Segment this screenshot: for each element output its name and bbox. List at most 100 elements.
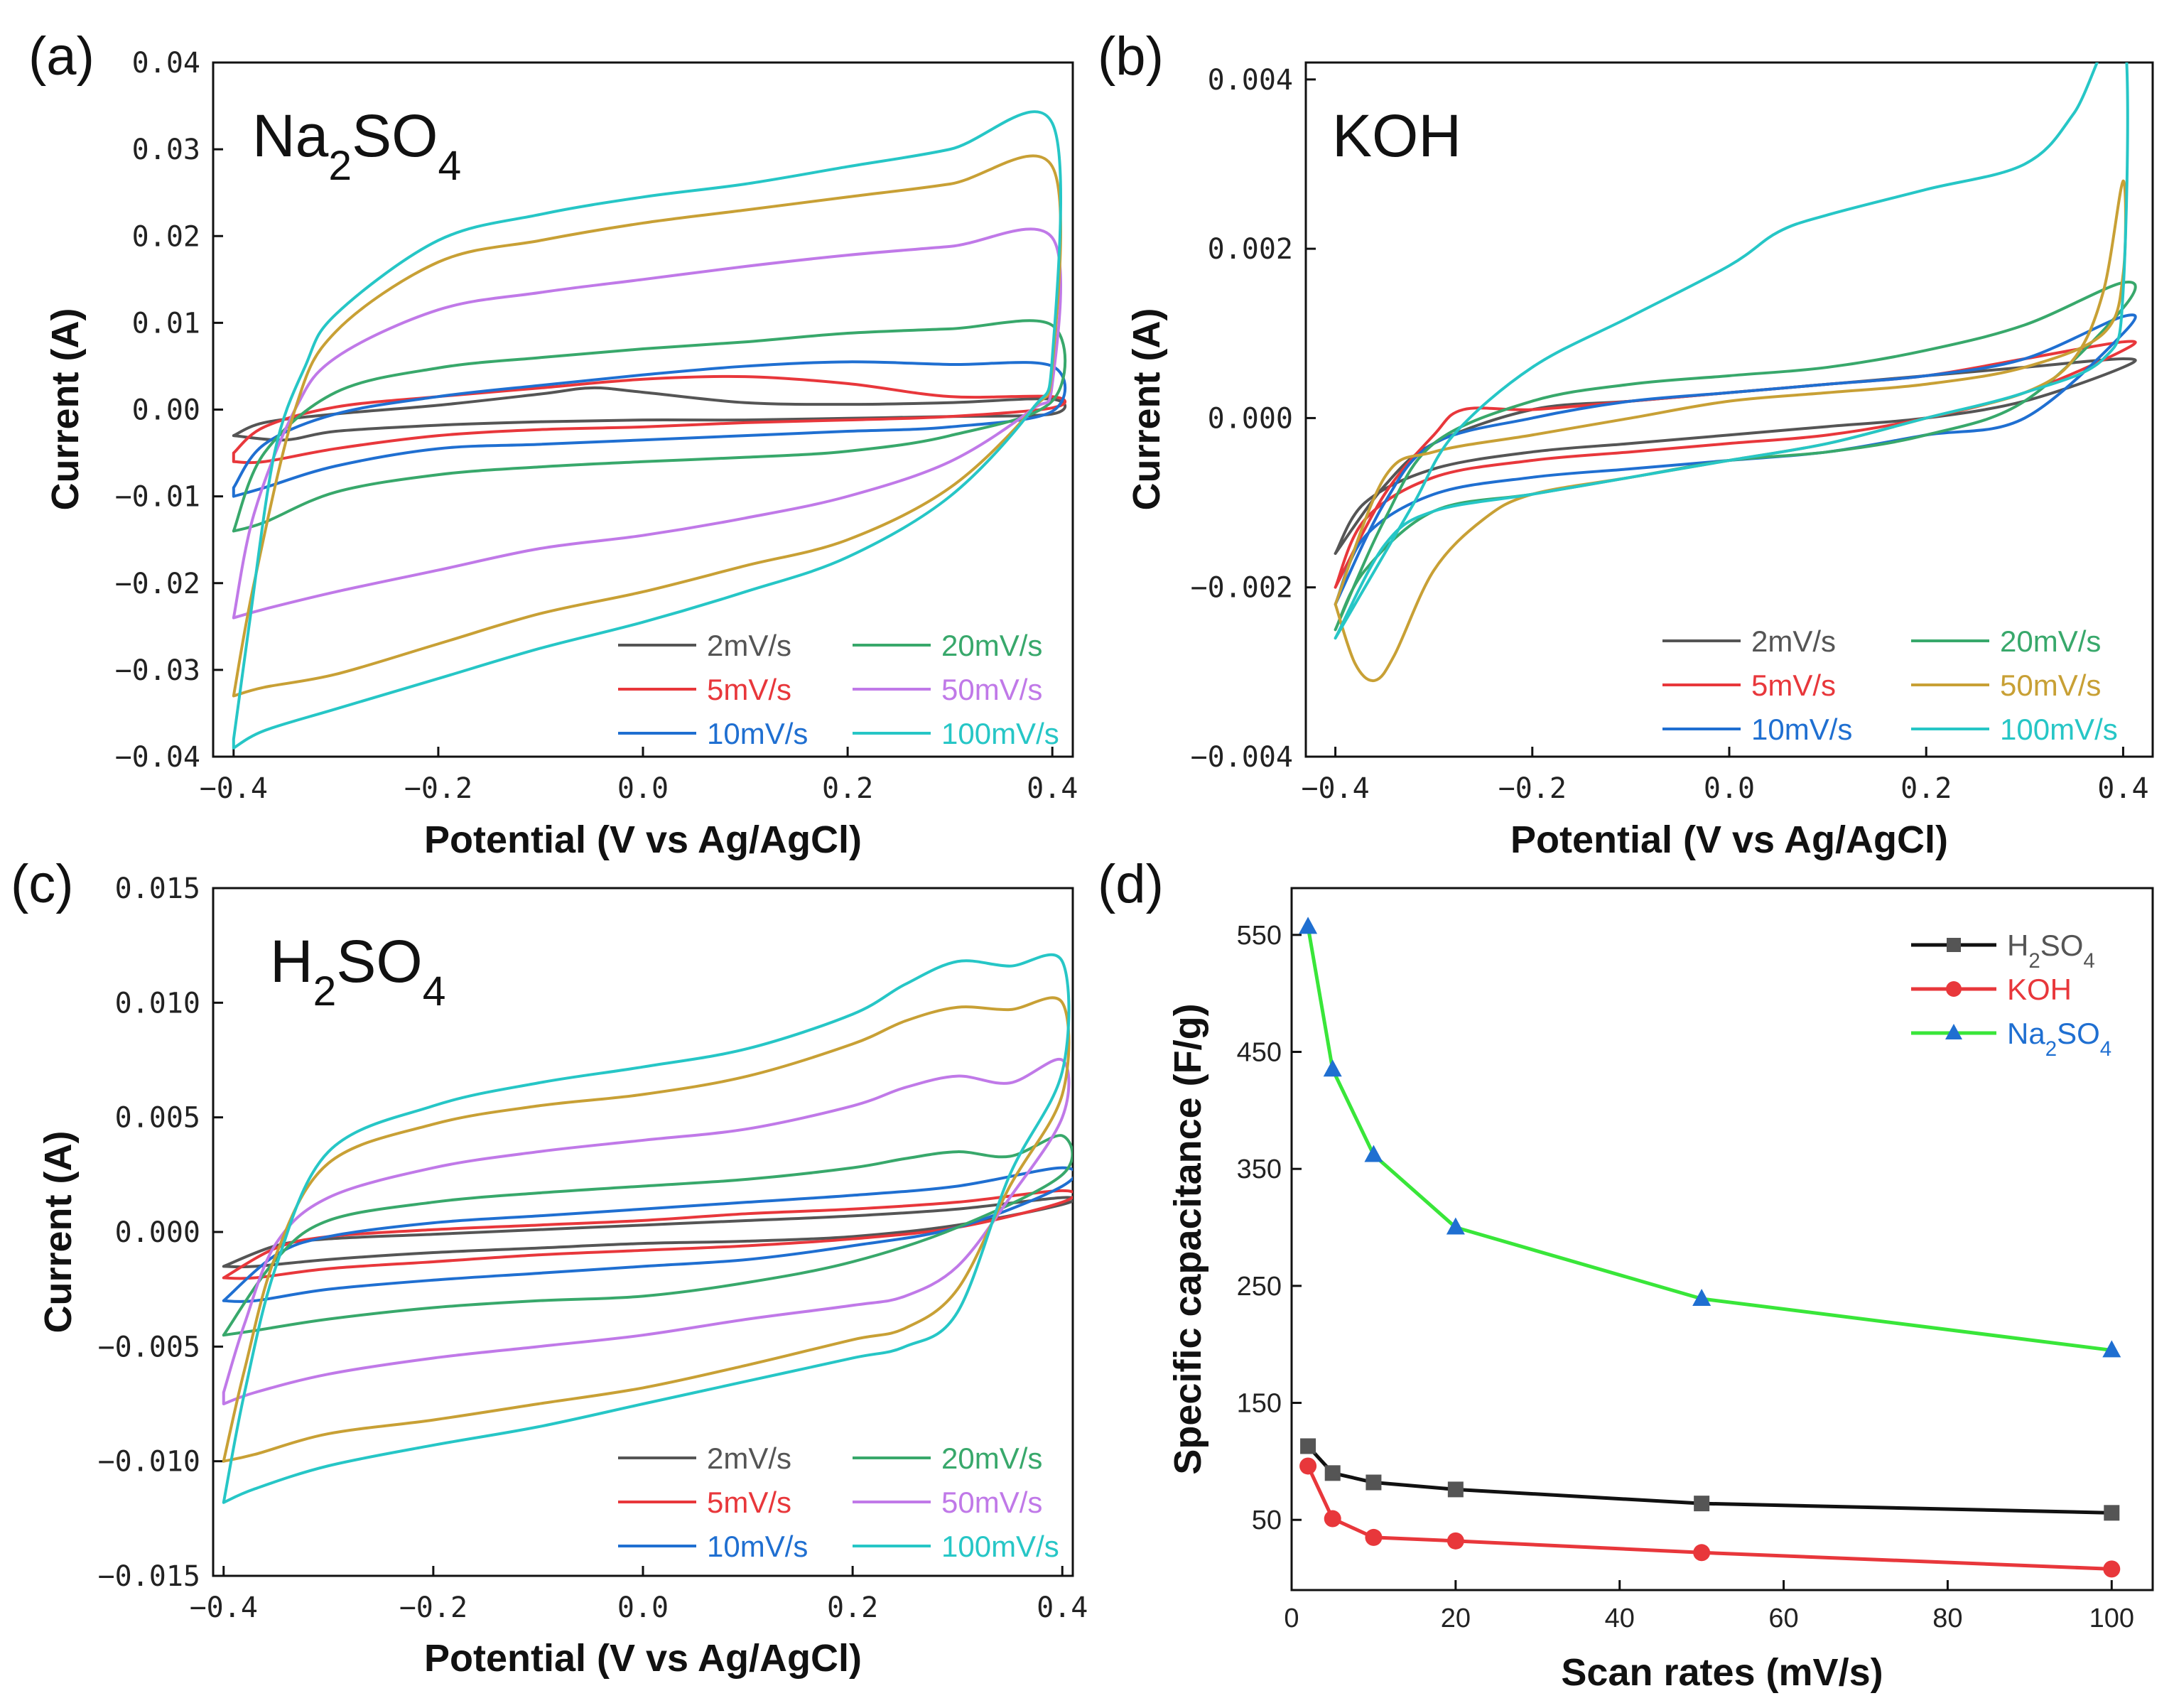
- cv-curve-100mv-s: [1334, 63, 2129, 640]
- legend-label-part: 4: [2100, 1037, 2111, 1061]
- legend-label: 2mV/s: [707, 629, 791, 662]
- panel-label-b: (b): [1098, 26, 1164, 87]
- legend-label: 50mV/s: [941, 1486, 1042, 1519]
- cv-curve-100mv-s: [232, 110, 1063, 750]
- cv-curve-10mv-s: [222, 1166, 1073, 1303]
- panel-label-d: (d): [1098, 854, 1164, 914]
- y-tick-label: 150: [1237, 1389, 1282, 1419]
- legend-label: 10mV/s: [707, 717, 808, 750]
- data-point-koh: [2103, 1560, 2121, 1578]
- data-point-h2so4: [1694, 1496, 1710, 1512]
- panel-title: Na2SO4: [252, 102, 461, 189]
- y-tick-label: 0.015: [115, 872, 200, 905]
- legend-label-part: H: [2007, 929, 2028, 962]
- x-axis-label: Scan rates (mV/s): [1561, 1651, 1883, 1694]
- legend-label-part: Na: [2007, 1017, 2045, 1050]
- legend-label: 100mV/s: [2000, 713, 2118, 746]
- data-point-na2so4: [1323, 1059, 1342, 1077]
- data-point-koh: [1324, 1510, 1341, 1528]
- x-tick-label: 60: [1768, 1604, 1798, 1633]
- y-tick-label: 0.002: [1208, 233, 1293, 266]
- cv-curve-5mv-s: [222, 1189, 1073, 1280]
- legend-label: 2mV/s: [1751, 625, 1836, 658]
- y-axis-label: Current (A): [1125, 308, 1168, 511]
- legend-label-part: KOH: [2007, 973, 2072, 1006]
- x-tick-label: 0.0: [617, 772, 669, 805]
- panel-title-part: H: [270, 928, 313, 995]
- y-axis-label: Current (A): [37, 1131, 80, 1334]
- y-tick-label: −0.04: [115, 741, 200, 774]
- panel-label-a: (a): [28, 26, 94, 87]
- panel-title-part: SO: [352, 102, 438, 169]
- legend-label-part: 2: [2028, 949, 2040, 973]
- panel-title-part: 2: [328, 143, 352, 189]
- legend-label-part: SO: [2057, 1017, 2100, 1050]
- cv-curve-50mv-s: [1334, 179, 2127, 683]
- data-point-na2so4: [1692, 1288, 1711, 1306]
- y-tick-label: 0.000: [115, 1216, 200, 1249]
- plot-frame: [1290, 887, 2154, 1591]
- x-tick-label: 40: [1605, 1604, 1635, 1633]
- legend-label: 50mV/s: [2000, 669, 2101, 702]
- y-tick-label: 350: [1237, 1155, 1282, 1184]
- legend-marker: [1947, 938, 1961, 952]
- cv-curve-10mv-s: [1334, 313, 2137, 606]
- y-tick-label: −0.005: [98, 1331, 201, 1363]
- data-point-na2so4: [2102, 1340, 2121, 1358]
- y-tick-label: −0.004: [1191, 741, 1294, 774]
- y-axis-label: Current (A): [44, 308, 87, 511]
- panel-title-part: 4: [423, 968, 446, 1015]
- data-point-na2so4: [1364, 1145, 1383, 1162]
- x-tick-label: 20: [1441, 1604, 1471, 1633]
- x-tick-label: 0.4: [1027, 772, 1078, 805]
- legend-label: 10mV/s: [1751, 713, 1852, 746]
- data-point-koh: [1299, 1457, 1317, 1475]
- cv-curve-5mv-s: [1334, 340, 2137, 589]
- cv-curve-50mv-s: [232, 227, 1062, 620]
- y-tick-label: 0.004: [1208, 64, 1293, 97]
- panel-title: KOH: [1332, 102, 1461, 169]
- x-tick-label: −0.2: [1498, 772, 1567, 805]
- y-tick-label: 0.010: [115, 987, 200, 1020]
- y-tick-label: −0.015: [98, 1560, 201, 1593]
- data-point-h2so4: [2104, 1505, 2120, 1521]
- panel-title: H2SO4: [270, 928, 445, 1015]
- x-tick-label: −0.4: [200, 772, 268, 805]
- legend-label-part: SO: [2040, 929, 2084, 962]
- data-point-na2so4: [1446, 1217, 1465, 1235]
- data-point-koh: [1693, 1544, 1711, 1562]
- x-tick-label: 0.4: [1037, 1591, 1088, 1624]
- y-tick-label: −0.01: [115, 481, 200, 514]
- chart-panel-d: 0 20 40 60 80 100 50 150 250 350 450 550 Scan rates …: [1167, 887, 2154, 1694]
- cv-curve-50mv-s-b: [222, 996, 1071, 1463]
- y-tick-label: 0.01: [132, 307, 200, 340]
- panel-title-part: SO: [336, 928, 422, 995]
- legend-label: 100mV/s: [941, 717, 1059, 750]
- panel-title-part: Na: [252, 102, 329, 169]
- panel-title-part: KOH: [1332, 102, 1461, 169]
- y-tick-label: −0.02: [115, 568, 200, 600]
- y-tick-label: 0.04: [132, 47, 200, 80]
- legend-label: H2SO4: [2007, 929, 2095, 973]
- x-tick-label: 0.0: [1704, 772, 1755, 805]
- x-axis-label: Potential (V vs Ag/AgCl): [424, 818, 862, 861]
- data-point-h2so4: [1365, 1474, 1382, 1491]
- x-tick-label: 0.0: [617, 1591, 669, 1624]
- legend-label: 5mV/s: [707, 1486, 791, 1519]
- cv-curve-20mv-s: [232, 319, 1067, 533]
- x-tick-label: 0: [1284, 1604, 1299, 1633]
- y-tick-label: −0.002: [1191, 572, 1294, 605]
- cv-curve-2mv-s: [1334, 357, 2137, 556]
- x-tick-label: 0.2: [822, 772, 873, 805]
- x-tick-label: 100: [2089, 1604, 2134, 1633]
- legend-label: 5mV/s: [1751, 669, 1836, 702]
- x-tick-label: −0.2: [399, 1591, 467, 1624]
- legend-marker: [1945, 1024, 1962, 1039]
- y-tick-label: −0.03: [115, 654, 200, 687]
- x-axis-label: Potential (V vs Ag/AgCl): [424, 1637, 862, 1680]
- legend-label: Na2SO4: [2007, 1017, 2111, 1061]
- series-line-koh: [1306, 1465, 2112, 1571]
- x-tick-label: −0.4: [190, 1591, 258, 1624]
- y-tick-label: 0.00: [132, 394, 200, 427]
- legend-label: KOH: [2007, 973, 2072, 1006]
